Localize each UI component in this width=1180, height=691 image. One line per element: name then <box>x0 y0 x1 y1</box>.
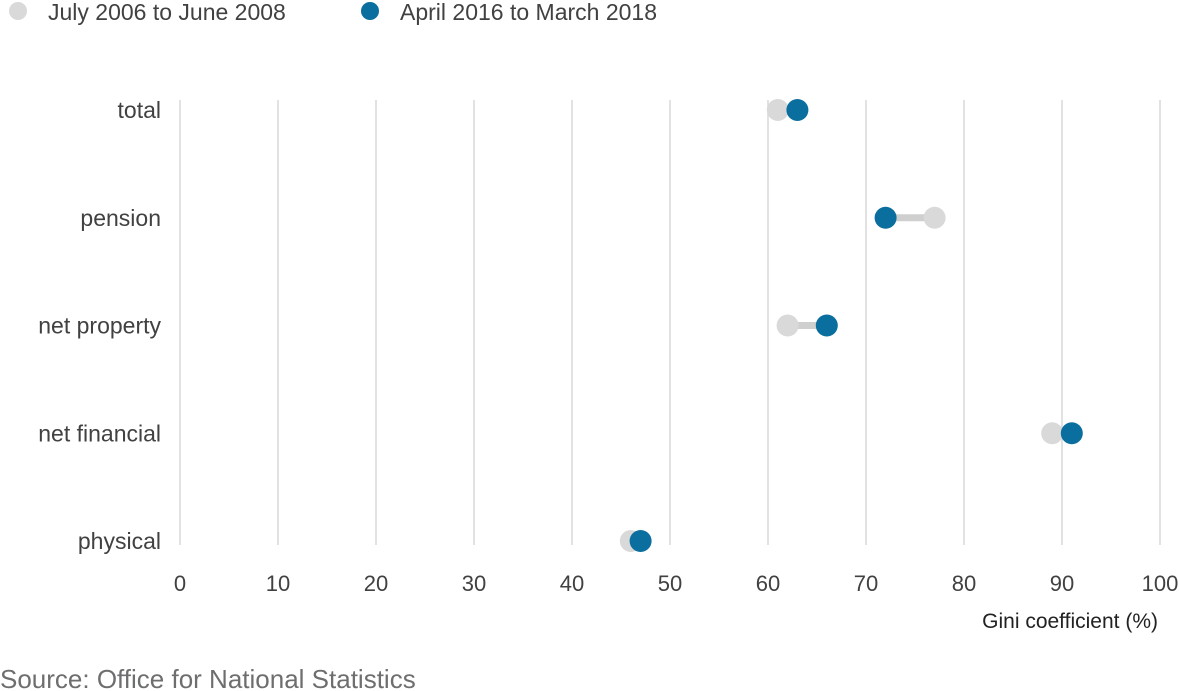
x-tick-label: 20 <box>364 571 388 596</box>
category-label: physical <box>78 528 161 554</box>
point-2016-2018 <box>815 314 838 337</box>
category-labels: total pension net property net financial phy… <box>38 97 161 554</box>
x-tick-label: 80 <box>952 571 976 596</box>
x-tick-label: 60 <box>756 571 780 596</box>
x-tick-label: 50 <box>658 571 682 596</box>
point-2016-2018 <box>1060 422 1083 445</box>
point-2016-2018 <box>874 206 897 229</box>
point-2016-2018 <box>629 530 652 552</box>
x-tick-label: 0 <box>174 571 186 596</box>
point-2006-2008 <box>776 314 799 337</box>
connectors <box>630 106 1072 545</box>
x-tick-label: 70 <box>854 571 878 596</box>
point-2016-2018 <box>786 99 809 121</box>
source-note: Source: Office for National Statistics <box>0 664 416 691</box>
category-label: net financial <box>38 420 161 446</box>
point-2006-2008 <box>923 206 946 229</box>
x-axis-tick-labels: 0 10 20 30 40 50 60 70 80 90 100 <box>174 571 1178 596</box>
point-2006-2008 <box>766 99 789 121</box>
legend-label-series-1: July 2006 to June 2008 <box>48 0 286 25</box>
point-2006-2008 <box>1041 422 1064 445</box>
legend: July 2006 to June 2008 April 2016 to Mar… <box>9 0 657 25</box>
x-tick-label: 100 <box>1142 571 1179 596</box>
legend-marker-series-2 <box>361 2 379 20</box>
x-tick-label: 90 <box>1050 571 1074 596</box>
legend-label-series-2: April 2016 to March 2018 <box>400 0 657 25</box>
category-label: net property <box>38 313 161 339</box>
x-tick-label: 40 <box>560 571 584 596</box>
data-points <box>619 99 1083 552</box>
gridlines <box>179 100 1161 545</box>
x-tick-label: 10 <box>266 571 290 596</box>
legend-marker-series-1 <box>9 2 27 20</box>
category-label: total <box>118 97 161 123</box>
x-tick-label: 30 <box>462 571 486 596</box>
x-axis-title: Gini coefficient (%) <box>982 610 1158 633</box>
category-label: pension <box>80 205 161 231</box>
